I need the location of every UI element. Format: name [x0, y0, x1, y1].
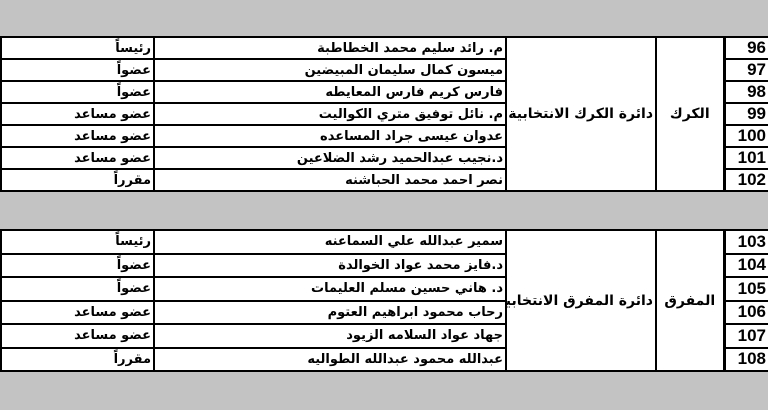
table-row: 106 رحاب محمود ابراهيم العتوم عضو مساعد: [0, 299, 768, 325]
committee-table-mafraq: 103 المفرق دائرة المفرق الانتخابية سمير عبد…: [0, 229, 768, 372]
table-row: 102 نصر احمد محمد الحباشنه مقرراً: [0, 168, 768, 192]
table-row: 99 م. نائل توفيق متري الكواليت عضو مساعد: [0, 102, 768, 126]
member-role: عضو مساعد: [0, 102, 155, 126]
member-role: مقرراً: [0, 346, 155, 372]
member-name: عبدالله محمود عبدالله الطواليه: [153, 346, 507, 372]
row-number: 106: [722, 299, 768, 325]
member-name: جهاد عواد السلامه الزيود: [153, 323, 507, 349]
table-row: 97 ميسون كمال سليمان المبيضين عضواً: [0, 58, 768, 82]
member-name: نصر احمد محمد الحباشنه: [153, 168, 507, 192]
member-name: م. رائد سليم محمد الخطاطبة: [153, 36, 507, 60]
row-number: 101: [722, 146, 768, 170]
district-cell: دائرة الكرك الانتخابية: [505, 36, 657, 192]
member-name: سمير عبدالله علي السماعنه: [153, 229, 507, 255]
member-name: م. نائل توفيق متري الكواليت: [153, 102, 507, 126]
table-row: 101 د.نجيب عبدالحميد رشد الضلاعين عضو مساع…: [0, 146, 768, 170]
member-role: رئيساً: [0, 36, 155, 60]
member-role: مقرراً: [0, 168, 155, 192]
member-role: عضو مساعد: [0, 124, 155, 148]
row-number: 98: [722, 80, 768, 104]
member-role: عضواً: [0, 58, 155, 82]
row-number: 100: [722, 124, 768, 148]
governorate-cell: الكرك: [655, 36, 725, 192]
header-band: [0, 0, 768, 36]
table-row: 103 المفرق دائرة المفرق الانتخابية سمير عبد…: [0, 229, 768, 372]
row-number: 105: [722, 276, 768, 302]
district-cell: دائرة المفرق الانتخابية: [505, 229, 657, 372]
governorate-cell: المفرق: [655, 229, 725, 372]
row-number: 97: [722, 58, 768, 82]
member-name: فارس كريم فارس المعايطه: [153, 80, 507, 104]
row-number: 107: [722, 323, 768, 349]
table-row: 104 د.فايز محمد عواد الخوالدة عضواً: [0, 252, 768, 278]
member-name: د.فايز محمد عواد الخوالدة: [153, 252, 507, 278]
member-role: عضواً: [0, 252, 155, 278]
member-role: عضواً: [0, 80, 155, 104]
member-role: عضو مساعد: [0, 299, 155, 325]
table-row: 100 عدوان عيسى جراد المساعده عضو مساعد: [0, 124, 768, 148]
committee-table-karak: 96 الكرك دائرة الكرك الانتخابية م. رائد سلي…: [0, 36, 768, 192]
member-name: عدوان عيسى جراد المساعده: [153, 124, 507, 148]
member-name: د. هاني حسين مسلم العليمات: [153, 276, 507, 302]
member-role: عضو مساعد: [0, 146, 155, 170]
member-name: ميسون كمال سليمان المبيضين: [153, 58, 507, 82]
row-number: 99: [722, 102, 768, 126]
member-role: عضو مساعد: [0, 323, 155, 349]
separator-band: [0, 206, 768, 228]
row-number: 108: [722, 346, 768, 372]
table-row: 108 عبدالله محمود عبدالله الطواليه مقرراً: [0, 346, 768, 372]
member-name: د.نجيب عبدالحميد رشد الضلاعين: [153, 146, 507, 170]
row-number: 96: [722, 36, 768, 60]
table-row: 98 فارس كريم فارس المعايطه عضواً: [0, 80, 768, 104]
member-role: رئيساً: [0, 229, 155, 255]
row-number: 104: [722, 252, 768, 278]
row-number: 102: [722, 168, 768, 192]
row-number: 103: [722, 229, 768, 255]
member-name: رحاب محمود ابراهيم العتوم: [153, 299, 507, 325]
table-row: 96 الكرك دائرة الكرك الانتخابية م. رائد سلي…: [0, 36, 768, 192]
member-role: عضواً: [0, 276, 155, 302]
